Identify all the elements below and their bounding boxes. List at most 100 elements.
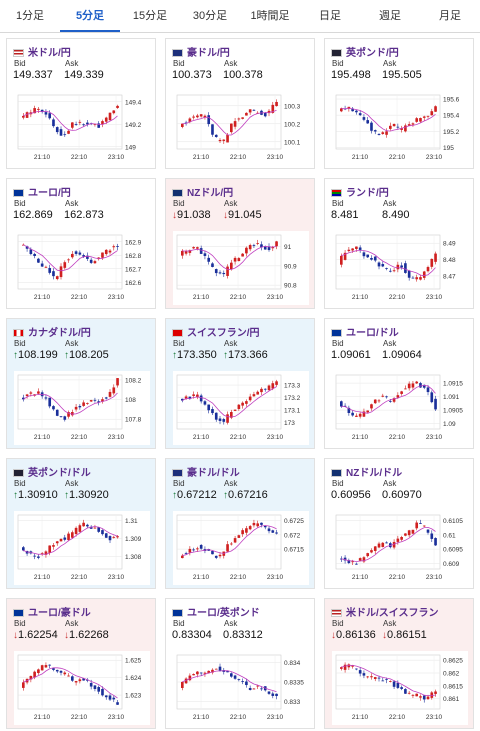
tab-timeframe[interactable]: 1時間足 bbox=[250, 10, 290, 22]
mini-chart[interactable]: 8.49 8.48 8.47 21:10 22:10 23:10 bbox=[332, 231, 468, 305]
pair-title[interactable]: 豪ドル/円 bbox=[172, 44, 230, 59]
candle-body bbox=[260, 388, 263, 393]
mini-chart[interactable]: 0.8625 0.862 0.8615 0.861 21:10 22:10 23:10 bbox=[332, 651, 468, 725]
candle-body bbox=[22, 115, 25, 118]
tab-timeframe[interactable]: 日足 bbox=[319, 10, 341, 22]
candle-body bbox=[385, 542, 388, 544]
candle-body bbox=[355, 563, 358, 565]
currency-card[interactable]: ユーロ/英ポンド Bid Ask 0.83304 0.83312 0.834 0.8335 0… bbox=[165, 598, 315, 729]
bid-price: 1.62254 bbox=[18, 629, 58, 641]
candle-body bbox=[67, 533, 70, 541]
candle-body bbox=[252, 394, 256, 397]
currency-card[interactable]: 米ドル/スイスフラン Bid Ask ↓0.86136 ↓0.86151 0.8625 0.… bbox=[324, 598, 474, 729]
candle-body bbox=[67, 130, 70, 134]
currency-card[interactable]: ユーロ/豪ドル Bid Ask ↓1.62254 ↓1.62268 1.625 1.624 1… bbox=[6, 598, 156, 729]
pair-title[interactable]: 英ポンド/ドル bbox=[13, 464, 91, 479]
candle-body bbox=[78, 252, 82, 255]
candle-body bbox=[211, 669, 214, 673]
tab-timeframe[interactable]: 30分足 bbox=[192, 10, 228, 22]
mini-chart[interactable]: 1.0915 1.091 1.0905 1.09 21:10 22:10 23:10 bbox=[332, 371, 468, 445]
mini-chart[interactable]: 195.6 195.4 195.2 195 21:10 22:10 23:10 bbox=[332, 91, 468, 165]
currency-card[interactable]: ユーロ/ドル Bid Ask 1.09061 1.09064 1.0915 1.091 1.0… bbox=[324, 318, 474, 449]
currency-card[interactable]: NZドル/円 Bid Ask ↓91.038 ↓91.045 91 90.9 90.8 21:1… bbox=[165, 178, 315, 309]
ask-label: Ask bbox=[65, 339, 79, 348]
pair-title[interactable]: ユーロ/英ポンド bbox=[172, 604, 260, 619]
tab-timeframe[interactable]: 15分足 bbox=[132, 10, 168, 22]
y-tick-label: 107.8 bbox=[125, 417, 142, 424]
moving-average-line bbox=[341, 107, 436, 132]
mini-chart[interactable]: 108.2 108 107.8 21:10 22:10 23:10 bbox=[14, 371, 150, 445]
currency-card[interactable]: 豪ドル/円 Bid Ask 100.373 100.378 100.3 100.2 100.1… bbox=[165, 38, 315, 169]
pair-title[interactable]: スイスフラン/円 bbox=[172, 324, 259, 339]
candle-body bbox=[419, 277, 422, 280]
pair-title[interactable]: NZドル/ドル bbox=[331, 464, 402, 479]
candle-body bbox=[59, 538, 63, 542]
x-tick-label: 21:10 bbox=[34, 434, 51, 441]
currency-card[interactable]: カナダドル/円 Bid Ask ↑108.199 ↑108.205 108.2 108 107… bbox=[6, 318, 156, 449]
pair-title[interactable]: ユーロ/ドル bbox=[331, 324, 399, 339]
ask-value: 0.60970 bbox=[382, 489, 422, 501]
tab-timeframe[interactable]: 週足 bbox=[379, 10, 401, 22]
currency-card[interactable]: 英ポンド/円 Bid Ask 195.498 195.505 195.6 195.4 195.… bbox=[324, 38, 474, 169]
pair-name: ユーロ/豪ドル bbox=[28, 608, 91, 619]
pair-title[interactable]: NZドル/円 bbox=[172, 184, 233, 199]
candle-body bbox=[389, 400, 392, 402]
candle-body bbox=[55, 409, 59, 416]
moving-average-line bbox=[23, 667, 118, 699]
candle-body bbox=[237, 404, 241, 409]
ask-label: Ask bbox=[65, 619, 79, 628]
candle-body bbox=[343, 664, 347, 670]
mini-chart[interactable]: 91 90.9 90.8 21:10 22:10 23:10 bbox=[173, 231, 309, 305]
candle-body bbox=[419, 523, 422, 524]
candle-body bbox=[37, 669, 40, 674]
x-tick-label: 21:10 bbox=[193, 434, 210, 441]
mini-chart[interactable]: 149.4 149.2 149 21:10 22:10 23:10 bbox=[14, 91, 150, 165]
currency-card[interactable]: 豪ドル/ドル Bid Ask ↑0.67212 ↑0.67216 0.6725 0.672 0… bbox=[165, 458, 315, 589]
candle-body bbox=[245, 528, 248, 533]
pair-title[interactable]: 豪ドル/ドル bbox=[172, 464, 240, 479]
candle-body bbox=[89, 259, 93, 263]
tab-timeframe[interactable]: 1分足 bbox=[15, 10, 45, 22]
pair-title[interactable]: ユーロ/円 bbox=[13, 184, 71, 199]
currency-card[interactable]: NZドル/ドル Bid Ask 0.60956 0.60970 0.6105 0.61 0.6… bbox=[324, 458, 474, 589]
candle-body bbox=[214, 668, 218, 670]
mini-chart[interactable]: 0.6105 0.61 0.6095 0.609 21:10 22:10 23:10 bbox=[332, 511, 468, 585]
bid-price: 0.60956 bbox=[331, 489, 371, 501]
tab-timeframe[interactable]: 月足 bbox=[439, 10, 461, 22]
tab-timeframe[interactable]: 5分足 bbox=[60, 0, 120, 32]
candle-body bbox=[74, 124, 78, 125]
pair-name: スイスフラン/円 bbox=[187, 328, 260, 339]
candle-body bbox=[67, 675, 70, 677]
mini-chart[interactable]: 0.6725 0.672 0.6715 21:10 22:10 23:10 bbox=[173, 511, 309, 585]
mini-chart[interactable]: 1.625 1.624 1.623 21:10 22:10 23:10 bbox=[14, 651, 150, 725]
candle-body bbox=[340, 667, 343, 669]
currency-card[interactable]: 英ポンド/ドル Bid Ask ↑1.30910 ↑1.30920 1.31 1.309 1.… bbox=[6, 458, 156, 589]
candle-body bbox=[230, 262, 233, 270]
currency-card[interactable]: スイスフラン/円 Bid Ask ↑173.350 ↑173.366 173.3 173.2… bbox=[165, 318, 315, 449]
pair-title[interactable]: 米ドル/スイスフラン bbox=[331, 604, 438, 619]
candle-body bbox=[116, 702, 119, 705]
candle-body bbox=[392, 270, 396, 272]
candle-body bbox=[196, 115, 199, 118]
currency-card[interactable]: ユーロ/円 Bid Ask 162.869 162.873 162.9 162.8 162.7… bbox=[6, 178, 156, 309]
mini-chart[interactable]: 1.31 1.309 1.308 21:10 22:10 23:10 bbox=[14, 511, 150, 585]
mini-chart[interactable]: 162.9 162.8 162.7 162.6 21:10 22:10 23:10 bbox=[14, 231, 150, 305]
candle-body bbox=[373, 256, 377, 261]
pair-title[interactable]: 米ドル/円 bbox=[13, 44, 71, 59]
candle-body bbox=[347, 560, 351, 563]
candle-body bbox=[82, 522, 85, 527]
candle-body bbox=[396, 538, 400, 542]
moving-average-line bbox=[341, 250, 436, 277]
pair-title[interactable]: 英ポンド/円 bbox=[331, 44, 399, 59]
pair-title[interactable]: ランド/円 bbox=[331, 184, 389, 199]
currency-card[interactable]: ランド/円 Bid Ask 8.481 8.490 8.49 8.48 8.47 21:10 22… bbox=[324, 178, 474, 309]
mini-chart[interactable]: 0.834 0.8335 0.833 21:10 22:10 23:10 bbox=[173, 651, 309, 725]
timeframe-tabs: 1分足 5分足 15分足 30分足 1時間足 日足 週足 月足 bbox=[0, 0, 480, 33]
candle-body bbox=[430, 392, 434, 403]
pair-title[interactable]: カナダドル/円 bbox=[13, 324, 91, 339]
mini-chart[interactable]: 100.3 100.2 100.1 21:10 22:10 23:10 bbox=[173, 91, 309, 165]
currency-card[interactable]: 米ドル/円 Bid Ask 149.337 149.339 149.4 149.2 149 21… bbox=[6, 38, 156, 169]
mini-chart[interactable]: 173.3 173.2 173.1 173 21:10 22:10 23:10 bbox=[173, 371, 309, 445]
x-tick-label: 22:10 bbox=[389, 434, 406, 441]
pair-title[interactable]: ユーロ/豪ドル bbox=[13, 604, 91, 619]
